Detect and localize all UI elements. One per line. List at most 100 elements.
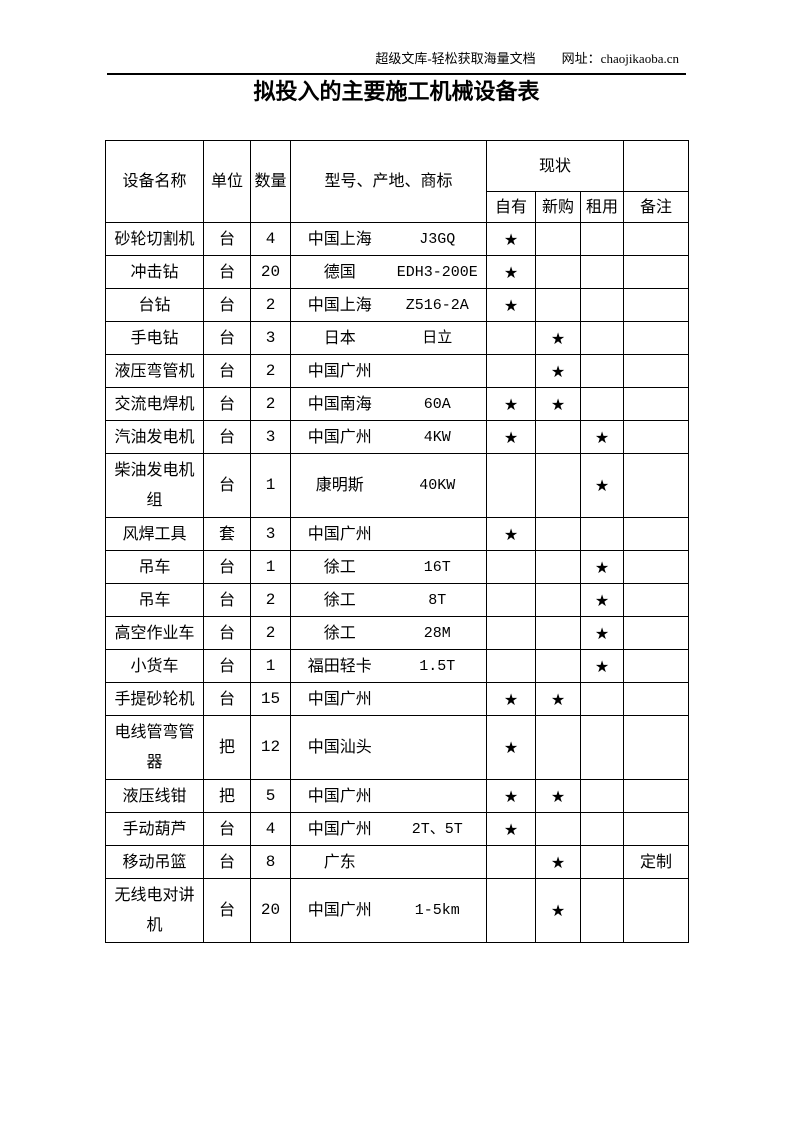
status-owned-cell: ★ [486, 682, 536, 716]
model-cell: 中国广州 [290, 354, 487, 388]
model-cell: 中国广州 4KW [290, 420, 487, 454]
header-row-2: 自有 新购 租用 备注 [106, 191, 690, 223]
remark-cell [623, 649, 690, 683]
quantity-cell: 15 [250, 682, 291, 716]
quantity-cell: 3 [250, 517, 291, 551]
model-cell: 中国上海 Z516-2A [290, 288, 487, 322]
model-spec-text: 60A [423, 395, 451, 413]
equipment-name-cell: 液压弯管机 [105, 354, 204, 388]
remark-cell [623, 288, 690, 322]
remark-cell [623, 878, 690, 943]
model-cell: 中国上海 J3GQ [290, 222, 487, 256]
remark-cell [623, 812, 690, 846]
origin-text: 中国广州 [307, 690, 372, 708]
status-rented-cell [579, 255, 625, 289]
model-cell: 中国广州 1-5km [290, 878, 487, 943]
equipment-table-row: 手动葫芦 台 4 中国广州 2T、5T ★ [105, 812, 690, 846]
origin-text: 徐工 [323, 624, 356, 642]
status-owned-cell: ★ [486, 222, 536, 256]
status-owned-cell [486, 878, 536, 943]
model-wrap: 德国 EDH3-200E [292, 258, 486, 287]
status-rented-cell [579, 387, 625, 421]
quantity-cell: 20 [250, 255, 291, 289]
model-wrap: 徐工 16T [292, 553, 486, 582]
unit-cell: 台 [203, 649, 251, 683]
equipment-table-row: 无线电对讲机 台 20 中国广州 1-5km ★ [105, 878, 690, 943]
equipment-table-row: 汽油发电机 台 3 中国广州 4KW ★ ★ [105, 420, 690, 454]
equipment-table-row: 交流电焊机 台 2 中国南海 60A ★ ★ [105, 387, 690, 421]
equipment-name-cell: 吊车 [105, 550, 204, 584]
equipment-table-body: 砂轮切割机 台 4 中国上海 J3GQ ★ 冲击钻 台 20 德国 EDH3-2… [105, 222, 690, 943]
equipment-table-header: 设备名称 单位 数量 型号、产地、商标 现状 自有 新购 租用 备注 [105, 140, 690, 223]
status-owned-cell [486, 583, 536, 617]
status-rented-cell [579, 812, 625, 846]
origin-text: 福田轻卡 [307, 657, 372, 675]
model-wrap: 中国汕头 [292, 733, 486, 762]
status-owned-cell [486, 321, 536, 355]
equipment-name-cell: 砂轮切割机 [105, 222, 204, 256]
model-wrap: 徐工 8T [292, 586, 486, 615]
header-blank-cell [623, 140, 690, 192]
status-new-cell: ★ [535, 321, 581, 355]
quantity-cell: 3 [250, 420, 291, 454]
status-new-cell [535, 583, 581, 617]
model-wrap: 徐工 28M [292, 619, 486, 648]
model-cell: 德国 EDH3-200E [290, 255, 487, 289]
status-owned-cell: ★ [486, 812, 536, 846]
status-owned-cell [486, 453, 536, 518]
status-rented-cell: ★ [579, 616, 625, 650]
header-equipment-name: 设备名称 [105, 140, 204, 223]
status-rented-cell [579, 321, 625, 355]
header-row-1: 设备名称 单位 数量 型号、产地、商标 现状 [105, 140, 690, 223]
remark-cell [623, 420, 690, 454]
header-divider-rule [107, 73, 686, 75]
model-wrap: 福田轻卡 1.5T [292, 652, 486, 681]
status-new-cell [535, 222, 581, 256]
origin-text: 中国广州 [307, 820, 372, 838]
header-remarks: 备注 [623, 191, 690, 223]
unit-cell: 台 [203, 682, 251, 716]
equipment-table-row: 手电钻 台 3 日本 日立 ★ [105, 321, 690, 355]
status-new-cell [535, 715, 581, 780]
header-rented: 租用 [579, 191, 625, 223]
origin-text: 徐工 [323, 558, 356, 576]
remark-cell [623, 321, 690, 355]
model-cell: 广东 [290, 845, 487, 879]
quantity-cell: 20 [250, 878, 291, 943]
unit-cell: 台 [203, 288, 251, 322]
status-owned-cell [486, 616, 536, 650]
equipment-name-cell: 高空作业车 [105, 616, 204, 650]
model-cell: 徐工 8T [290, 583, 487, 617]
equipment-name-cell: 交流电焊机 [105, 387, 204, 421]
equipment-name-cell: 小货车 [105, 649, 204, 683]
origin-text: 中国上海 [307, 296, 372, 314]
equipment-name-cell: 台钻 [105, 288, 204, 322]
equipment-table-row: 电线管弯管器 把 12 中国汕头 ★ [105, 715, 690, 780]
remark-cell [623, 715, 690, 780]
equipment-table-row: 高空作业车 台 2 徐工 28M ★ [105, 616, 690, 650]
equipment-name-cell: 移动吊篮 [105, 845, 204, 879]
equipment-table-row: 手提砂轮机 台 15 中国广州 ★ ★ [105, 682, 690, 716]
status-owned-cell: ★ [486, 779, 536, 813]
model-cell: 中国广州 [290, 517, 487, 551]
remark-cell: 定制 [623, 845, 690, 879]
equipment-name-cell: 冲击钻 [105, 255, 204, 289]
model-wrap: 中国上海 Z516-2A [292, 291, 486, 320]
model-wrap: 日本 日立 [292, 324, 486, 353]
equipment-name-cell: 手电钻 [105, 321, 204, 355]
unit-cell: 台 [203, 812, 251, 846]
status-rented-cell: ★ [579, 453, 625, 518]
status-owned-cell [486, 354, 536, 388]
header-unit: 单位 [203, 140, 251, 223]
remark-cell [623, 616, 690, 650]
origin-text: 中国广州 [307, 787, 372, 805]
status-new-cell: ★ [535, 682, 581, 716]
model-wrap: 中国南海 60A [292, 390, 486, 419]
model-spec-text: 4KW [423, 428, 451, 446]
origin-text: 中国汕头 [307, 739, 372, 756]
model-spec-text: 8T [428, 591, 447, 609]
equipment-table-row: 小货车 台 1 福田轻卡 1.5T ★ [105, 649, 690, 683]
page-header-text: 超级文库-轻松获取海量文档 网址：chaojikaoba.cn [375, 51, 679, 66]
model-cell: 中国南海 60A [290, 387, 487, 421]
remark-cell [623, 387, 690, 421]
